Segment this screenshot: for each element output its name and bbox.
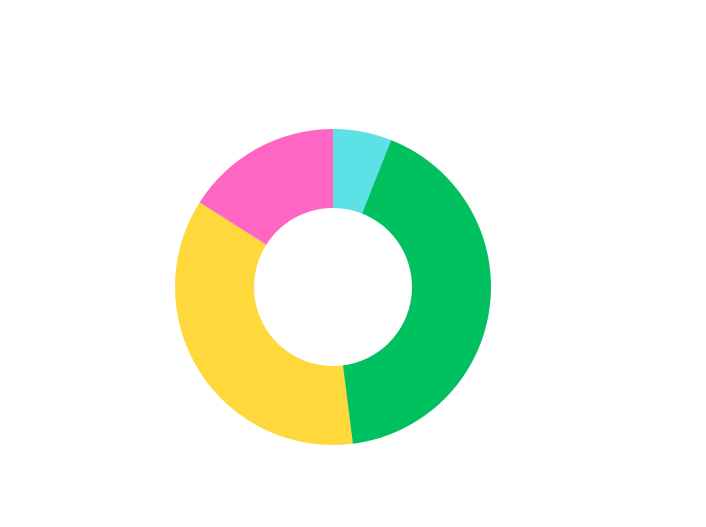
donut-segment [175,202,353,445]
donut-segment [199,129,333,245]
donut-segment [333,129,392,214]
donut-segment [342,140,491,444]
